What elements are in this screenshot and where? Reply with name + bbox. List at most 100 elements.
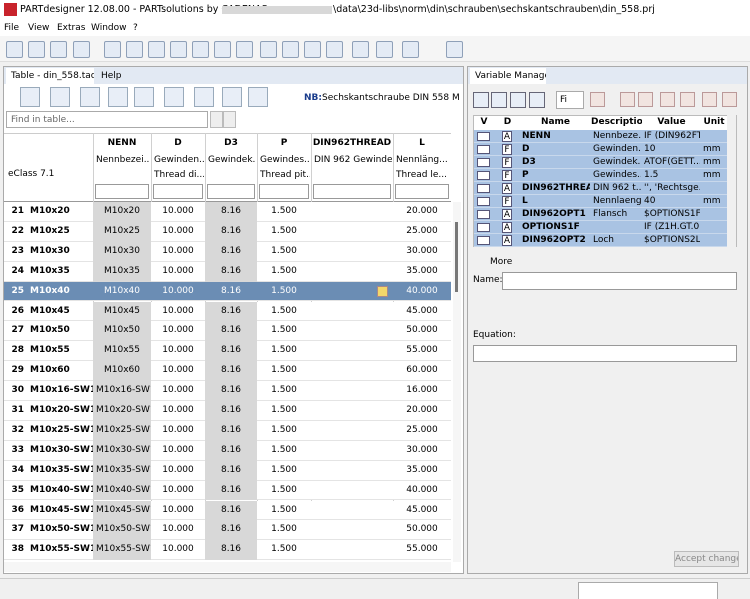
toolbar-button[interactable] <box>446 41 463 58</box>
cell[interactable]: M10x45 <box>30 305 70 316</box>
cell[interactable]: 10.000 <box>162 206 194 216</box>
menu-item[interactable]: Extras <box>57 23 86 33</box>
cell[interactable]: M10x16-SW16 <box>30 385 93 396</box>
cell[interactable]: 8.16 <box>205 321 257 342</box>
cell[interactable]: 31 <box>11 405 24 415</box>
cell[interactable]: M10x20 <box>30 206 70 216</box>
grid-cell[interactable]: 1.5 <box>644 170 659 180</box>
cell[interactable]: 8.16 <box>205 500 257 521</box>
cell[interactable]: 8.16 <box>205 460 257 481</box>
cell[interactable]: 55.000 <box>406 345 438 356</box>
toolbar-button[interactable] <box>702 92 717 107</box>
toolbar-button[interactable] <box>28 41 45 58</box>
cell[interactable]: 1.500 <box>271 365 297 376</box>
cell[interactable]: 8.16 <box>205 361 257 382</box>
grid-cell[interactable]: '', 'Rechtsge... <box>644 183 700 193</box>
toolbar-button[interactable] <box>620 92 635 107</box>
cell[interactable]: M10x55-SW16 <box>30 544 93 555</box>
cell[interactable]: M10x30 <box>30 245 70 256</box>
grid-cell[interactable]: D3 <box>522 157 536 167</box>
cell[interactable]: 8.16 <box>205 520 257 541</box>
column-filter[interactable] <box>207 184 255 199</box>
toolbar-button[interactable] <box>722 92 737 107</box>
grid-row[interactable] <box>474 208 727 221</box>
cell[interactable]: 1.500 <box>271 285 297 296</box>
cell[interactable]: M10x60 <box>93 361 151 382</box>
toolbar-button[interactable] <box>282 41 299 58</box>
grid-row[interactable] <box>474 143 727 156</box>
tab[interactable]: Help <box>101 71 122 81</box>
cell[interactable]: 1.500 <box>271 405 297 415</box>
table-row[interactable] <box>4 281 451 302</box>
tab[interactable]: Table - din_558.tac <box>6 68 94 84</box>
menu-item[interactable]: ? <box>133 23 138 33</box>
cell[interactable]: 30.000 <box>406 444 438 455</box>
toolbar-button[interactable] <box>590 92 605 107</box>
grid-cell[interactable]: Gewindek... <box>593 157 641 167</box>
cell[interactable]: M10x50 <box>30 325 70 336</box>
nav-button[interactable] <box>210 111 223 128</box>
cell[interactable]: M10x20-SW16 <box>93 401 151 421</box>
toolbar-button[interactable] <box>170 41 187 58</box>
grid-cell[interactable]: A <box>502 183 512 194</box>
column-filter[interactable] <box>95 184 149 199</box>
grid-cell[interactable]: Flansch <box>593 209 628 219</box>
cell[interactable]: 10.000 <box>162 385 194 396</box>
toolbar-button[interactable] <box>248 87 268 107</box>
more-toggle[interactable]: More <box>490 257 513 267</box>
cell[interactable]: 8.16 <box>205 221 257 242</box>
cell[interactable]: 45.000 <box>406 305 438 316</box>
cell[interactable]: 8.16 <box>205 480 257 501</box>
grid-cell[interactable]: $OPTIONS1F. <box>644 209 700 219</box>
cell[interactable]: 20.000 <box>406 206 438 216</box>
cell[interactable]: M10x25 <box>30 225 70 236</box>
grid-cell[interactable]: Nennbeze... <box>593 131 641 141</box>
cell[interactable]: 8.16 <box>205 420 257 441</box>
toolbar-button[interactable] <box>20 87 40 107</box>
cell[interactable]: M10x40-SW16 <box>93 480 151 501</box>
grid-row[interactable] <box>474 182 727 195</box>
toolbar-button[interactable] <box>104 41 121 58</box>
cell[interactable]: M10x35-SW16 <box>30 464 93 475</box>
cell[interactable]: 25 <box>11 285 24 296</box>
cell[interactable]: M10x35-SW16 <box>93 460 151 481</box>
grid-row[interactable] <box>474 130 727 143</box>
grid-cell[interactable]: Gewinden... <box>593 144 641 154</box>
cell[interactable]: 1.500 <box>271 305 297 316</box>
grid-cell[interactable]: F <box>502 196 512 207</box>
cell[interactable]: 1.500 <box>271 345 297 356</box>
cell[interactable]: M10x50 <box>93 321 151 342</box>
cell[interactable]: 8.16 <box>205 381 257 401</box>
search-box[interactable]: Find in table... <box>6 111 208 128</box>
toolbar-button[interactable] <box>680 92 695 107</box>
cell[interactable]: 29 <box>11 365 24 376</box>
toolbar-button[interactable] <box>50 41 67 58</box>
cell[interactable]: 1.500 <box>271 424 297 435</box>
cell[interactable]: 10.000 <box>162 365 194 376</box>
cell[interactable]: 20.000 <box>406 405 438 415</box>
toolbar-button[interactable] <box>108 87 128 107</box>
cell[interactable]: 10.000 <box>162 325 194 336</box>
cell[interactable]: 30 <box>11 385 24 396</box>
menu-item[interactable]: View <box>28 23 50 33</box>
cell[interactable]: M10x40 <box>30 285 70 296</box>
grid-cell[interactable]: IF (Z1H.GT.0)... <box>644 222 700 232</box>
toolbar-button[interactable] <box>304 41 321 58</box>
cell[interactable]: 50.000 <box>406 325 438 336</box>
cell[interactable]: 10.000 <box>162 424 194 435</box>
cell[interactable]: 8.16 <box>205 440 257 461</box>
cell[interactable]: 1.500 <box>271 484 297 495</box>
cell[interactable]: 10.000 <box>162 544 194 555</box>
grid-cell[interactable]: DIN962OPT2 <box>522 235 586 245</box>
cell[interactable]: 33 <box>11 444 24 455</box>
cell[interactable]: M10x50-SW16 <box>30 524 93 535</box>
cell[interactable]: 1.500 <box>271 265 297 276</box>
cell[interactable]: 10.000 <box>162 305 194 316</box>
column-filter[interactable] <box>313 184 391 199</box>
cell[interactable]: M10x16-SW16 <box>93 381 151 401</box>
toolbar-button[interactable] <box>660 92 675 107</box>
grid-cell[interactable]: D <box>522 144 530 154</box>
cell[interactable]: 1.500 <box>271 504 297 515</box>
grid-cell[interactable]: 10 <box>644 144 656 154</box>
cell[interactable]: M10x35 <box>30 265 70 276</box>
